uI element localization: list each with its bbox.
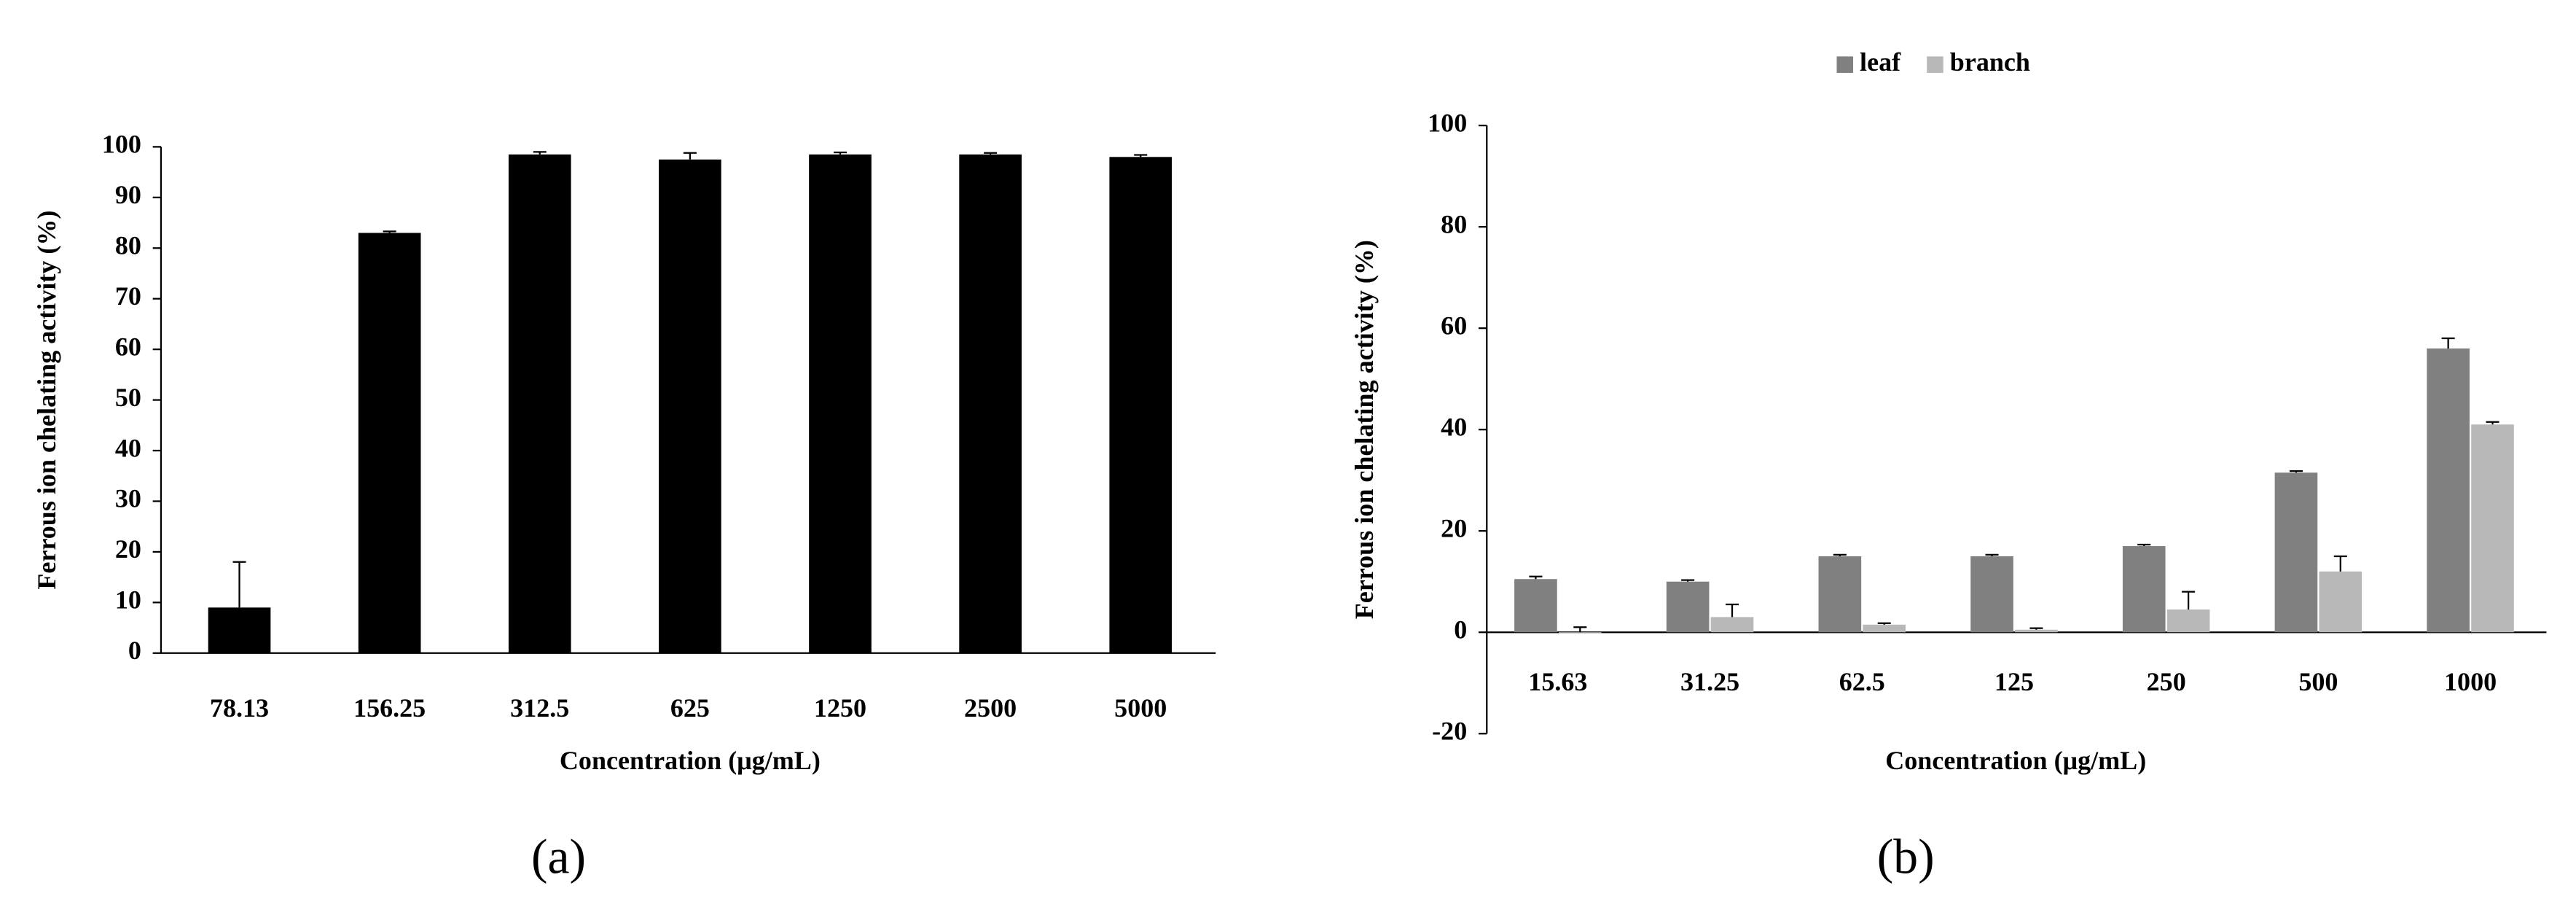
y-tick-label: 10 — [115, 585, 141, 615]
y-tick-label: 20 — [115, 534, 141, 564]
legend-label: branch — [1950, 47, 2030, 77]
x-tick-label: 31.25 — [1680, 667, 1739, 696]
x-tick-label: 250 — [2147, 667, 2186, 696]
bar — [1559, 632, 1602, 634]
caption: (a) — [531, 830, 586, 884]
bar — [2166, 609, 2210, 633]
y-tick-label: 100 — [1428, 108, 1467, 137]
caption: (b) — [1877, 830, 1935, 884]
bar — [1109, 157, 1172, 653]
bar — [2122, 546, 2166, 633]
x-tick-label: 15.63 — [1528, 667, 1587, 696]
x-tick-label: 5000 — [1114, 693, 1167, 723]
y-tick-label: 80 — [1441, 209, 1467, 238]
legend-swatch — [1927, 56, 1943, 73]
x-tick-label: 1250 — [814, 693, 866, 723]
x-tick-label: 156.25 — [353, 693, 426, 723]
bar — [2274, 472, 2318, 633]
y-tick-label: 80 — [115, 231, 141, 260]
bar — [1514, 579, 1557, 633]
bar — [208, 607, 271, 653]
y-tick-label: 0 — [1454, 615, 1467, 645]
legend-label: leaf — [1860, 47, 1901, 77]
x-tick-label: 62.5 — [1839, 667, 1885, 696]
bar — [358, 233, 421, 653]
y-tick-label: 60 — [115, 332, 141, 361]
legend-swatch — [1836, 56, 1854, 73]
x-tick-label: 1000 — [2444, 667, 2497, 696]
bar — [809, 154, 872, 653]
y-tick-label: 20 — [1441, 513, 1467, 542]
x-tick-label: 2500 — [964, 693, 1017, 723]
x-axis-label: Concentration (μg/mL) — [560, 746, 821, 775]
y-tick-label: 0 — [128, 636, 141, 665]
y-tick-label: 40 — [1441, 412, 1467, 441]
y-tick-label: 60 — [1441, 311, 1467, 340]
bar — [2319, 571, 2362, 633]
bar — [959, 154, 1022, 653]
y-axis-label: Ferrous ion chelating activity (%) — [32, 211, 61, 590]
y-tick-label: 30 — [115, 484, 141, 513]
bar — [2015, 629, 2058, 633]
bar — [508, 154, 571, 653]
bar — [2471, 424, 2514, 633]
y-axis-label: Ferrous ion chelating activity (%) — [1350, 240, 1379, 619]
x-tick-label: 625 — [670, 693, 710, 723]
bar — [1666, 581, 1710, 633]
x-tick-label: 125 — [1994, 667, 2034, 696]
y-tick-label: 50 — [115, 383, 141, 412]
x-tick-label: 312.5 — [510, 693, 569, 723]
bar — [2427, 348, 2470, 633]
bar — [1863, 624, 1906, 633]
bar — [1818, 556, 1862, 633]
y-tick-label: 70 — [115, 281, 141, 311]
x-tick-label: 500 — [2298, 667, 2338, 696]
y-tick-label: -20 — [1432, 717, 1467, 746]
y-tick-label: 40 — [115, 433, 141, 462]
x-tick-label: 78.13 — [210, 693, 269, 723]
bar — [659, 159, 721, 653]
bar — [1970, 556, 2013, 633]
bar — [1710, 617, 1754, 633]
y-tick-label: 100 — [102, 130, 141, 159]
x-axis-label: Concentration (μg/mL) — [1885, 746, 2146, 775]
y-tick-label: 90 — [115, 180, 141, 209]
